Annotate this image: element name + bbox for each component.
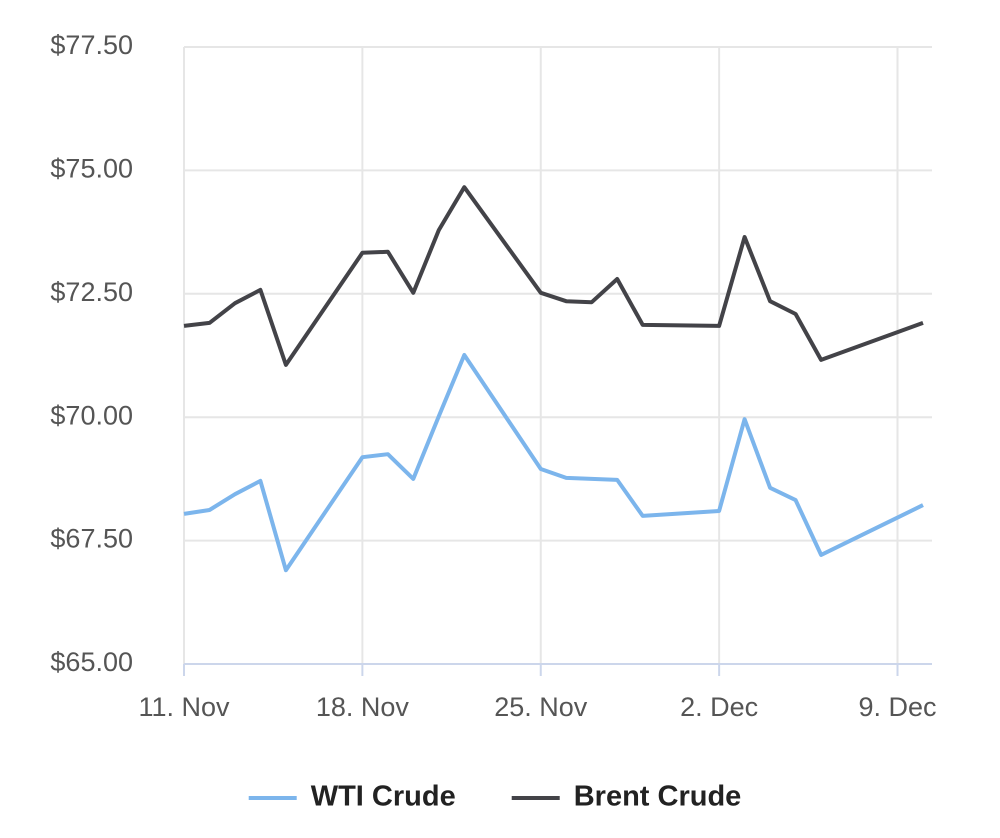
x-tick-label: 9. Dec <box>858 692 936 722</box>
y-tick-label: $77.50 <box>50 30 133 60</box>
legend-label: WTI Crude <box>311 781 456 813</box>
x-tick-label: 25. Nov <box>494 692 588 722</box>
legend: WTI Crude Brent Crude <box>248 781 742 813</box>
y-tick-label: $70.00 <box>50 400 133 430</box>
x-tick-label: 11. Nov <box>138 692 230 722</box>
y-tick-label: $65.00 <box>50 647 133 677</box>
y-tick-label: $67.50 <box>50 524 133 554</box>
x-tick-label: 2. Dec <box>680 692 758 722</box>
legend-item: WTI Crude <box>248 781 456 813</box>
line-series <box>183 353 924 573</box>
y-tick-label: $72.50 <box>50 277 133 307</box>
legend-item: Brent Crude <box>511 781 742 813</box>
line-series <box>183 185 924 367</box>
legend-label: Brent Crude <box>574 781 742 813</box>
y-tick-label: $75.00 <box>50 154 133 184</box>
x-tick-label: 18. Nov <box>316 692 410 722</box>
